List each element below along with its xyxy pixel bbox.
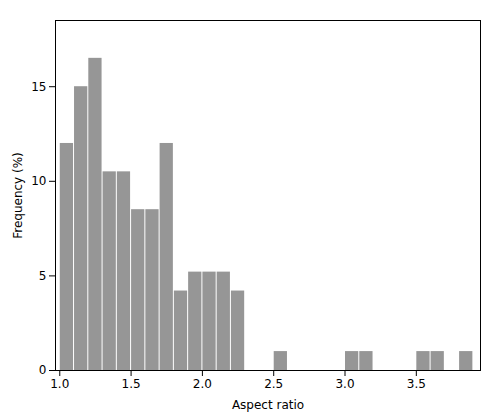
svg-text:5: 5 xyxy=(39,269,47,283)
svg-text:3.5: 3.5 xyxy=(407,377,426,391)
svg-text:Frequency (%): Frequency (%) xyxy=(11,152,25,239)
svg-text:1.5: 1.5 xyxy=(122,377,141,391)
svg-text:Aspect ratio: Aspect ratio xyxy=(232,398,304,412)
svg-text:10: 10 xyxy=(31,174,46,188)
svg-text:3.0: 3.0 xyxy=(335,377,354,391)
svg-text:15: 15 xyxy=(31,80,46,94)
svg-text:2.5: 2.5 xyxy=(264,377,283,391)
svg-text:1.0: 1.0 xyxy=(50,377,69,391)
svg-text:0: 0 xyxy=(39,363,47,377)
svg-text:2.0: 2.0 xyxy=(193,377,212,391)
